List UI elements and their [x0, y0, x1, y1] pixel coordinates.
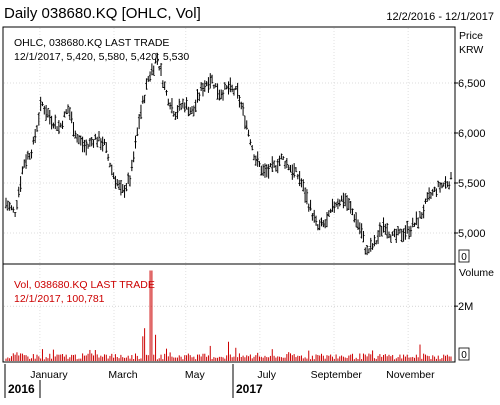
x-tick-label: November [386, 369, 435, 381]
price-tick-label: 6,500 [458, 78, 486, 90]
price-tick-labels: 5,000 5,500 6,000 6,500 [454, 78, 486, 240]
x-axis: January March May July September November 2016… [4, 364, 435, 398]
volume-tick-label: 2M [458, 301, 473, 313]
price-tick-label: 5,000 [458, 228, 486, 240]
x-tick-label: March [108, 369, 137, 381]
x-tick-label: July [257, 369, 276, 381]
volume-zero-label: 0 [461, 350, 467, 361]
grid-lines [4, 28, 453, 361]
price-legend-series: OHLC, 038680.KQ LAST TRADE [14, 37, 169, 49]
price-zero-label: 0 [461, 252, 467, 263]
volume-legend-series: Vol, 038680.KQ LAST TRADE [14, 279, 155, 291]
chart-title: Daily 038680.KQ [OHLC, Vol] [4, 5, 201, 22]
date-range: 12/2/2016 - 12/1/2017 [386, 11, 494, 23]
x-tick-label: May [185, 369, 206, 381]
x-tick-label: January [30, 369, 68, 381]
price-legend-last: 12/1/2017, 5,420, 5,580, 5,420, 5,530 [14, 51, 189, 63]
price-ohlc-bars [4, 52, 453, 256]
price-zero-box [458, 249, 470, 263]
price-tick-label: 5,500 [458, 178, 486, 190]
year-label: 2017 [236, 382, 263, 396]
volume-bars [5, 270, 452, 361]
price-axis-title-price: Price [459, 30, 483, 42]
volume-tick-labels: 2M [454, 301, 473, 313]
volume-axis-title: Volume [459, 267, 494, 279]
year-label: 2016 [8, 382, 35, 396]
volume-zero-box [458, 347, 470, 361]
price-tick-label: 6,000 [458, 128, 486, 140]
volume-legend-last: 12/1/2017, 100,781 [14, 293, 105, 305]
x-tick-label: September [311, 369, 363, 381]
price-axis-title-currency: KRW [459, 44, 483, 56]
